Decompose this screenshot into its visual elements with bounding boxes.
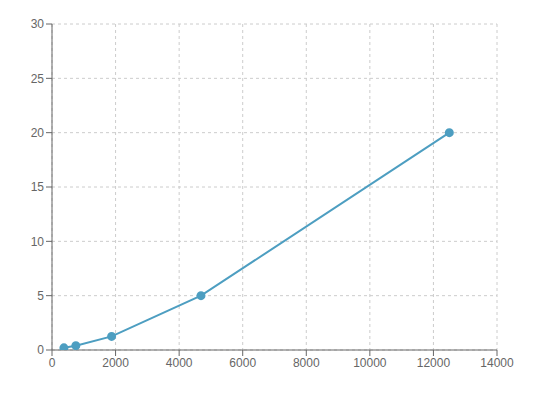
svg-text:6000: 6000 [229,356,256,370]
svg-text:14000: 14000 [480,356,514,370]
svg-text:10000: 10000 [353,356,387,370]
svg-text:2000: 2000 [102,356,129,370]
svg-text:25: 25 [31,72,45,86]
svg-text:15: 15 [31,180,45,194]
svg-text:4000: 4000 [166,356,193,370]
svg-text:30: 30 [31,17,45,31]
svg-text:20: 20 [31,126,45,140]
svg-text:8000: 8000 [293,356,320,370]
svg-text:10: 10 [31,235,45,249]
svg-text:12000: 12000 [417,356,451,370]
svg-text:5: 5 [37,289,44,303]
svg-text:0: 0 [49,356,56,370]
svg-text:0: 0 [37,343,44,357]
